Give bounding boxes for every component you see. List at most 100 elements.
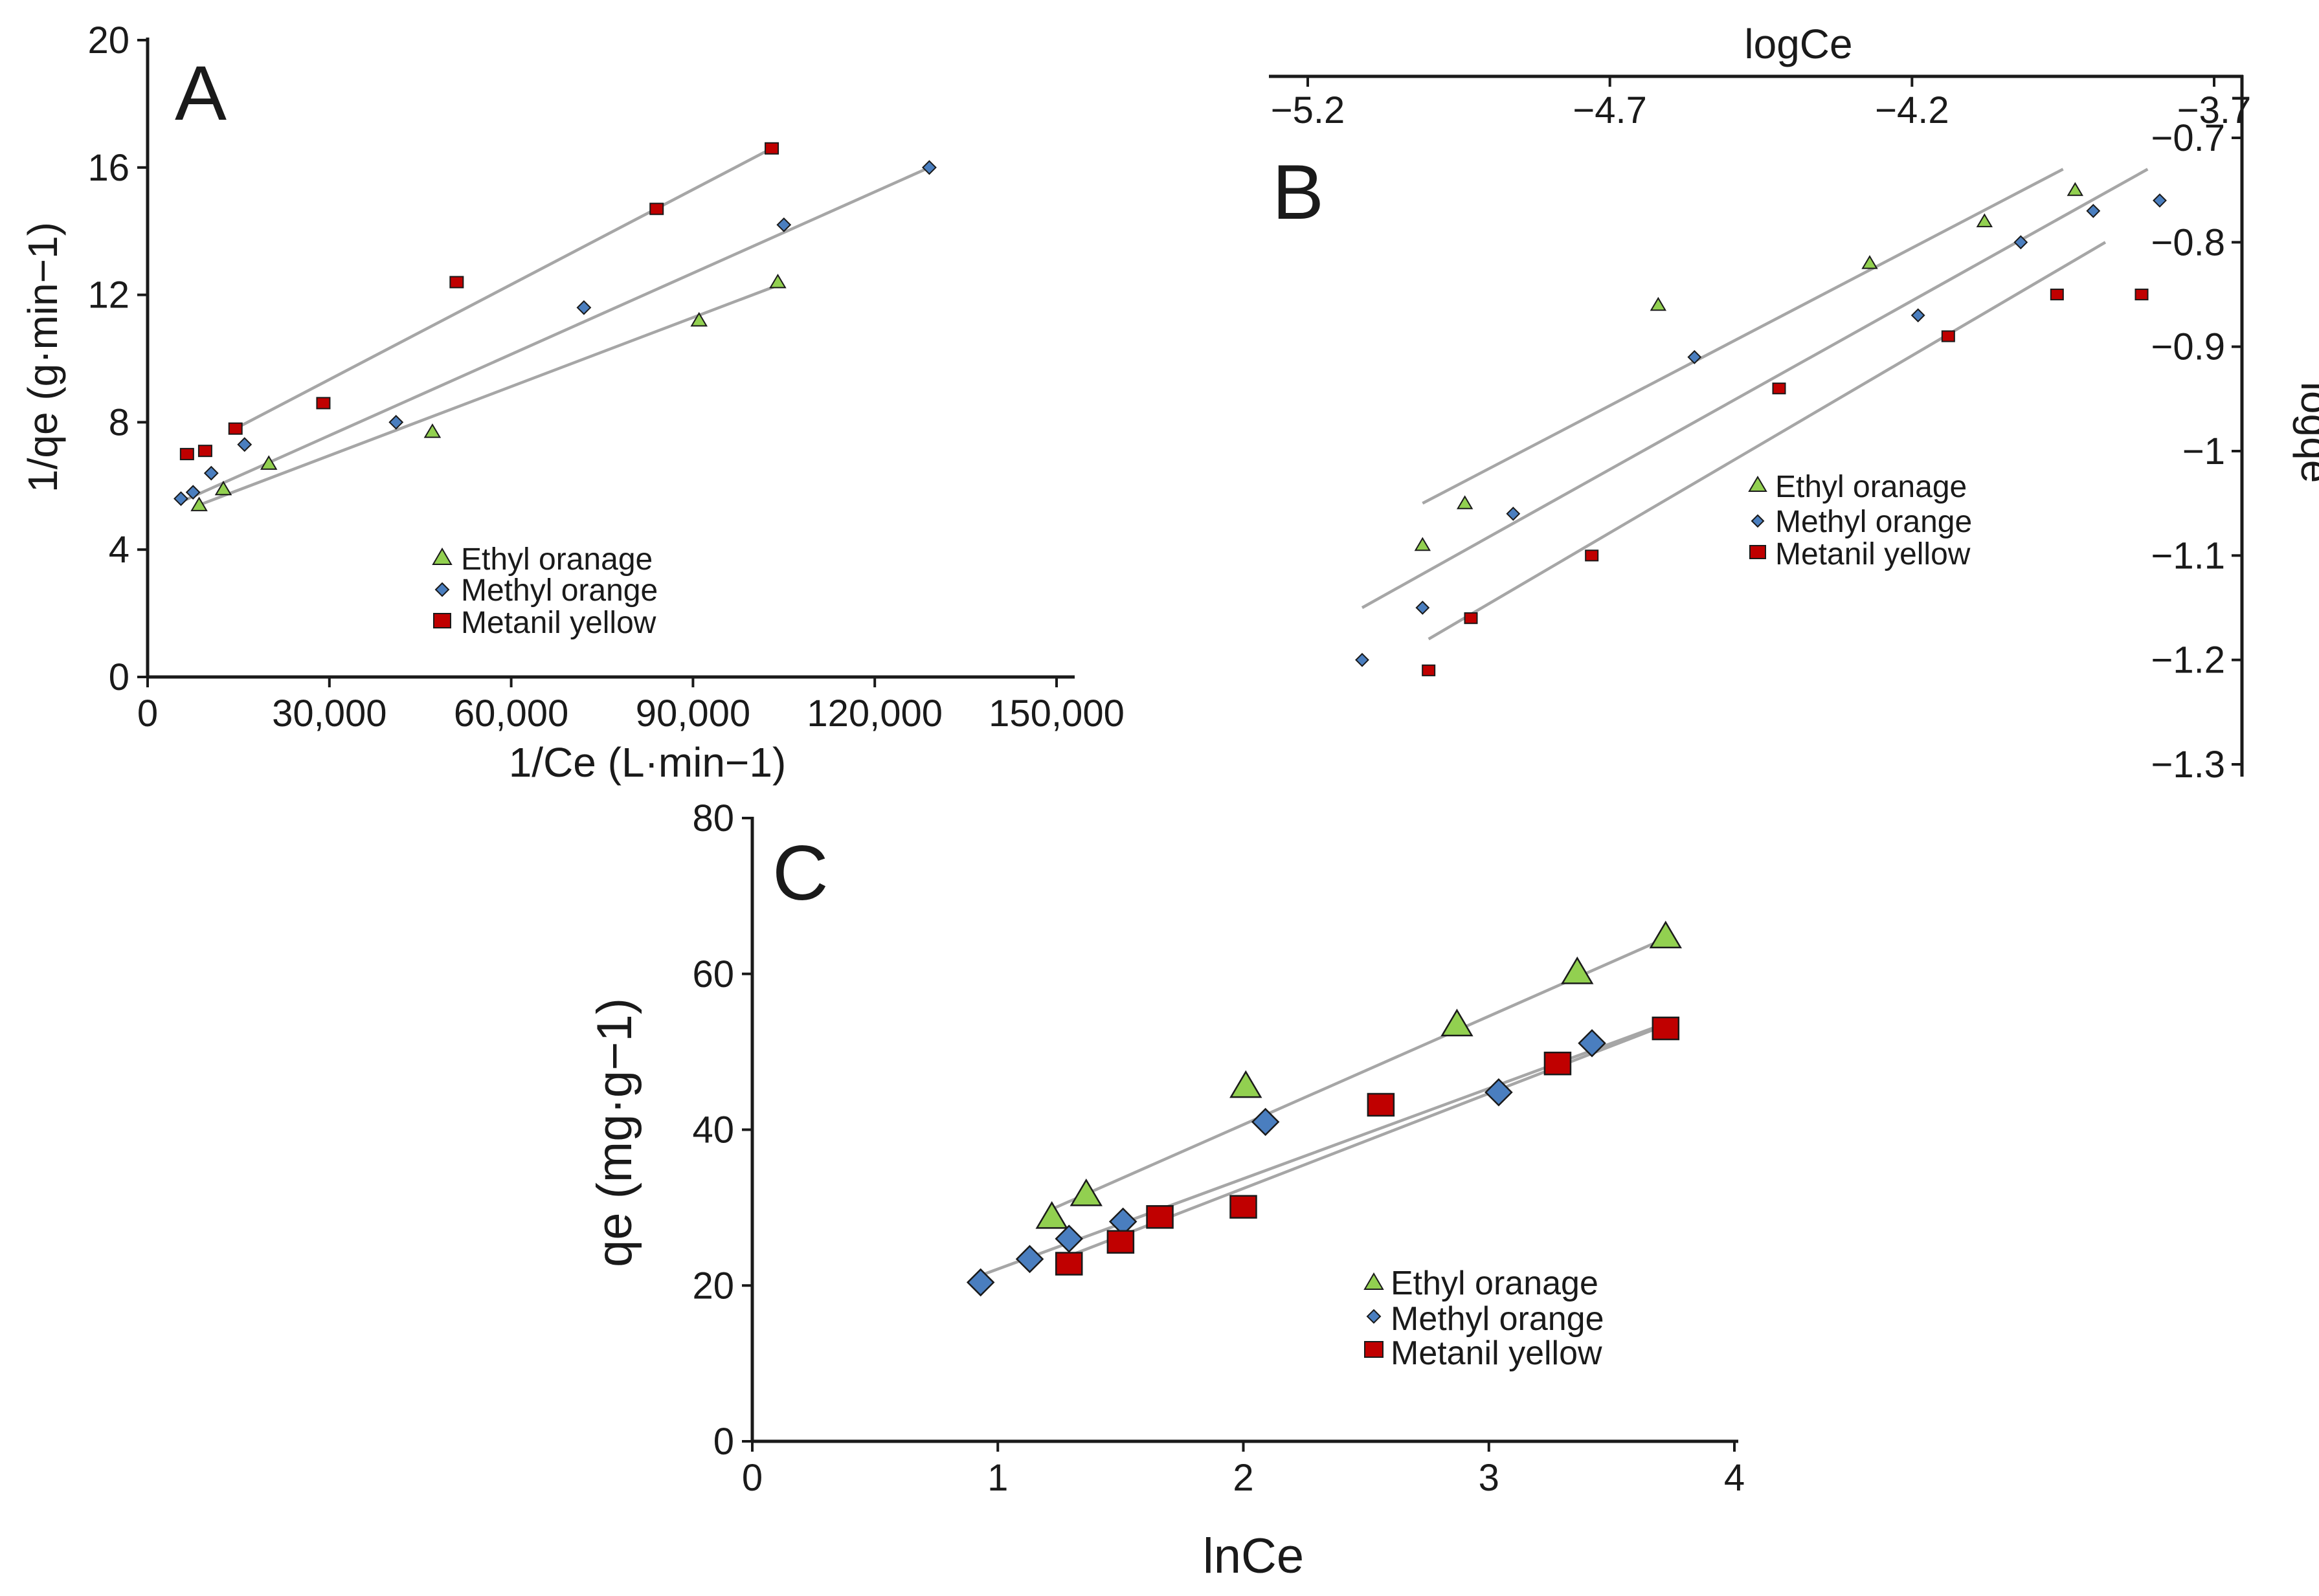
panel-c-point-metanil xyxy=(1229,1195,1257,1219)
panel-a-x-tick-label: 0 xyxy=(137,693,158,735)
panel-b-point-methyl xyxy=(2086,204,2101,218)
panel-a-y-tick-label: 4 xyxy=(109,529,129,571)
panel-c-x-tick-label: 1 xyxy=(987,1457,1008,1499)
panel-b-y-tick-label: −1.1 xyxy=(2151,535,2226,577)
panel-a-legend-methyl: Methyl orange xyxy=(461,573,658,608)
panel-c-point-methyl xyxy=(1015,1245,1044,1274)
panel-a-x-tick-label: 120,000 xyxy=(807,693,943,735)
panel-a-x-tick-label: 60,000 xyxy=(454,693,568,735)
panel-a-point-metanil xyxy=(765,142,779,155)
panel-a-point-ethyl xyxy=(260,455,278,470)
panel-c-point-methyl xyxy=(1484,1078,1513,1107)
panel-b: B −5.2 −4.7 −4.2 −3.7−0.7 −0.8 −0.9 −1 −1.1 −1.2… xyxy=(1269,21,2319,786)
panel-a-legend: Ethyl oranage Methyl orange Metanil yell… xyxy=(432,542,658,640)
panel-b-point-ethyl xyxy=(1414,537,1431,551)
panel-b-point-methyl xyxy=(1910,308,1925,323)
panel-c-y-tick-label: 80 xyxy=(692,797,734,839)
panel-c-y-tick-label: 0 xyxy=(713,1421,734,1463)
panel-b-x-tick-label: −4.2 xyxy=(1875,89,1949,131)
panel-c-legend-metanil: Metanil yellow xyxy=(1391,1335,1602,1372)
panel-b-y-tick-label: −1 xyxy=(2182,430,2225,472)
panel-a-point-metanil xyxy=(649,203,664,216)
panel-a-point-methyl xyxy=(237,437,252,452)
panel-c-x-tick-label: 0 xyxy=(742,1457,763,1499)
panel-b-point-methyl xyxy=(2153,193,2167,208)
panel-c-legend-methyl: Methyl orange xyxy=(1391,1300,1604,1338)
panel-c-point-metanil xyxy=(1146,1205,1174,1229)
panel-b-point-methyl xyxy=(1506,506,1521,521)
panel-a-legend-square xyxy=(433,613,451,628)
panel-b-point-ethyl xyxy=(1650,296,1667,311)
panel-b-point-metanil xyxy=(2134,288,2149,301)
panel-a-point-metanil xyxy=(228,422,243,435)
panel-a-x-tick-label: 150,000 xyxy=(989,693,1125,735)
panel-a-x-tick-label: 30,000 xyxy=(272,693,386,735)
panel-a-legend-ethyl: Ethyl oranage xyxy=(461,542,653,577)
panel-b-legend-ethyl: Ethyl oranage xyxy=(1775,470,1967,504)
panel-a-fit-ethyl xyxy=(198,283,779,507)
panel-a-point-methyl xyxy=(576,300,592,315)
panel-c-point-ethyl xyxy=(1649,920,1682,949)
panel-a-points xyxy=(174,142,937,511)
panel-a-y-tick-label: 20 xyxy=(87,19,129,61)
panel-b-point-metanil xyxy=(1772,382,1786,395)
panel-b-fit-metanil xyxy=(1428,241,2107,641)
panel-b-point-metanil xyxy=(1422,664,1436,676)
panel-c-legend-square xyxy=(1364,1341,1384,1358)
panel-b-legend-diamond xyxy=(1751,514,1765,528)
panel-a-point-methyl xyxy=(388,414,404,430)
panel-b-x-tick-label: −4.7 xyxy=(1573,89,1647,131)
panel-b-point-ethyl xyxy=(1456,495,1473,509)
panel-c-fit-lines xyxy=(980,933,1674,1277)
panel-b-point-metanil xyxy=(1941,330,1955,342)
panel-c-point-metanil xyxy=(1543,1051,1572,1076)
panel-b-legend-square xyxy=(1749,545,1766,559)
panel-c-x-tick-label: 4 xyxy=(1724,1457,1745,1499)
panel-a-legend-triangle xyxy=(432,548,453,565)
panel-a-x-title: 1/Ce (L·min−1) xyxy=(509,739,787,786)
panel-c-point-ethyl xyxy=(1229,1070,1262,1098)
panel-b-x-tick-label: −5.2 xyxy=(1271,89,1345,131)
panel-c-point-metanil xyxy=(1367,1092,1395,1117)
panel-c-y-tick-label: 40 xyxy=(692,1109,734,1151)
panel-a-point-methyl xyxy=(185,485,201,500)
panel-c-point-methyl xyxy=(1055,1225,1083,1253)
panel-b-point-ethyl xyxy=(2067,182,2084,196)
panel-c-point-ethyl xyxy=(1561,956,1594,984)
panel-a-point-ethyl xyxy=(690,311,708,327)
panel-c-point-methyl xyxy=(1251,1107,1280,1136)
panel-b-y-tick-label: −0.9 xyxy=(2151,326,2226,368)
panel-c-legend: Ethyl oranage Methyl orange Metanil yell… xyxy=(1363,1265,1604,1372)
panel-b-point-ethyl xyxy=(1976,213,1993,228)
panel-b-y-title: logqe xyxy=(2292,382,2319,483)
panel-c-points xyxy=(966,920,1682,1297)
panel-b-point-metanil xyxy=(1585,549,1599,562)
panel-b-y-tick-label: −0.7 xyxy=(2151,117,2226,159)
panel-a-y-tick-label: 8 xyxy=(109,401,129,443)
panel-c-legend-triangle xyxy=(1363,1272,1384,1290)
panel-b-legend-methyl: Methyl orange xyxy=(1775,505,1972,539)
panel-b-ticks: −5.2 −4.7 −4.2 −3.7−0.7 −0.8 −0.9 −1 −1.1 −1.2 −1… xyxy=(1271,76,2251,786)
panel-b-legend-metanil: Metanil yellow xyxy=(1775,537,1971,571)
panel-b-point-methyl xyxy=(1355,652,1369,667)
panel-a-fit-lines xyxy=(180,147,930,507)
panel-b-legend: Ethyl oranage Methyl orange Metanil yell… xyxy=(1748,470,1972,571)
panel-b-fit-ethyl xyxy=(1422,168,2064,505)
panel-a-point-metanil xyxy=(316,397,331,410)
panel-b-legend-triangle xyxy=(1748,476,1767,492)
panel-c-legend-ethyl: Ethyl oranage xyxy=(1391,1265,1598,1302)
panel-c-point-methyl xyxy=(966,1268,995,1297)
panel-a-point-metanil xyxy=(197,445,212,458)
panel-c-x-tick-label: 3 xyxy=(1479,1457,1499,1499)
panel-c-x-title: lnCe xyxy=(1203,1529,1304,1584)
panel-c-letter: C xyxy=(772,830,829,916)
panel-a-point-metanil xyxy=(449,276,464,289)
panel-a-point-methyl xyxy=(922,160,937,175)
panel-a-legend-metanil: Metanil yellow xyxy=(461,606,656,640)
panel-a: A 0 30,000 60,000 90,000 120,000 150,000 0 4 8 12… xyxy=(19,19,1125,786)
panel-b-fit-lines xyxy=(1361,168,2149,641)
panel-a-point-ethyl xyxy=(190,496,208,511)
panel-a-point-ethyl xyxy=(423,423,442,438)
